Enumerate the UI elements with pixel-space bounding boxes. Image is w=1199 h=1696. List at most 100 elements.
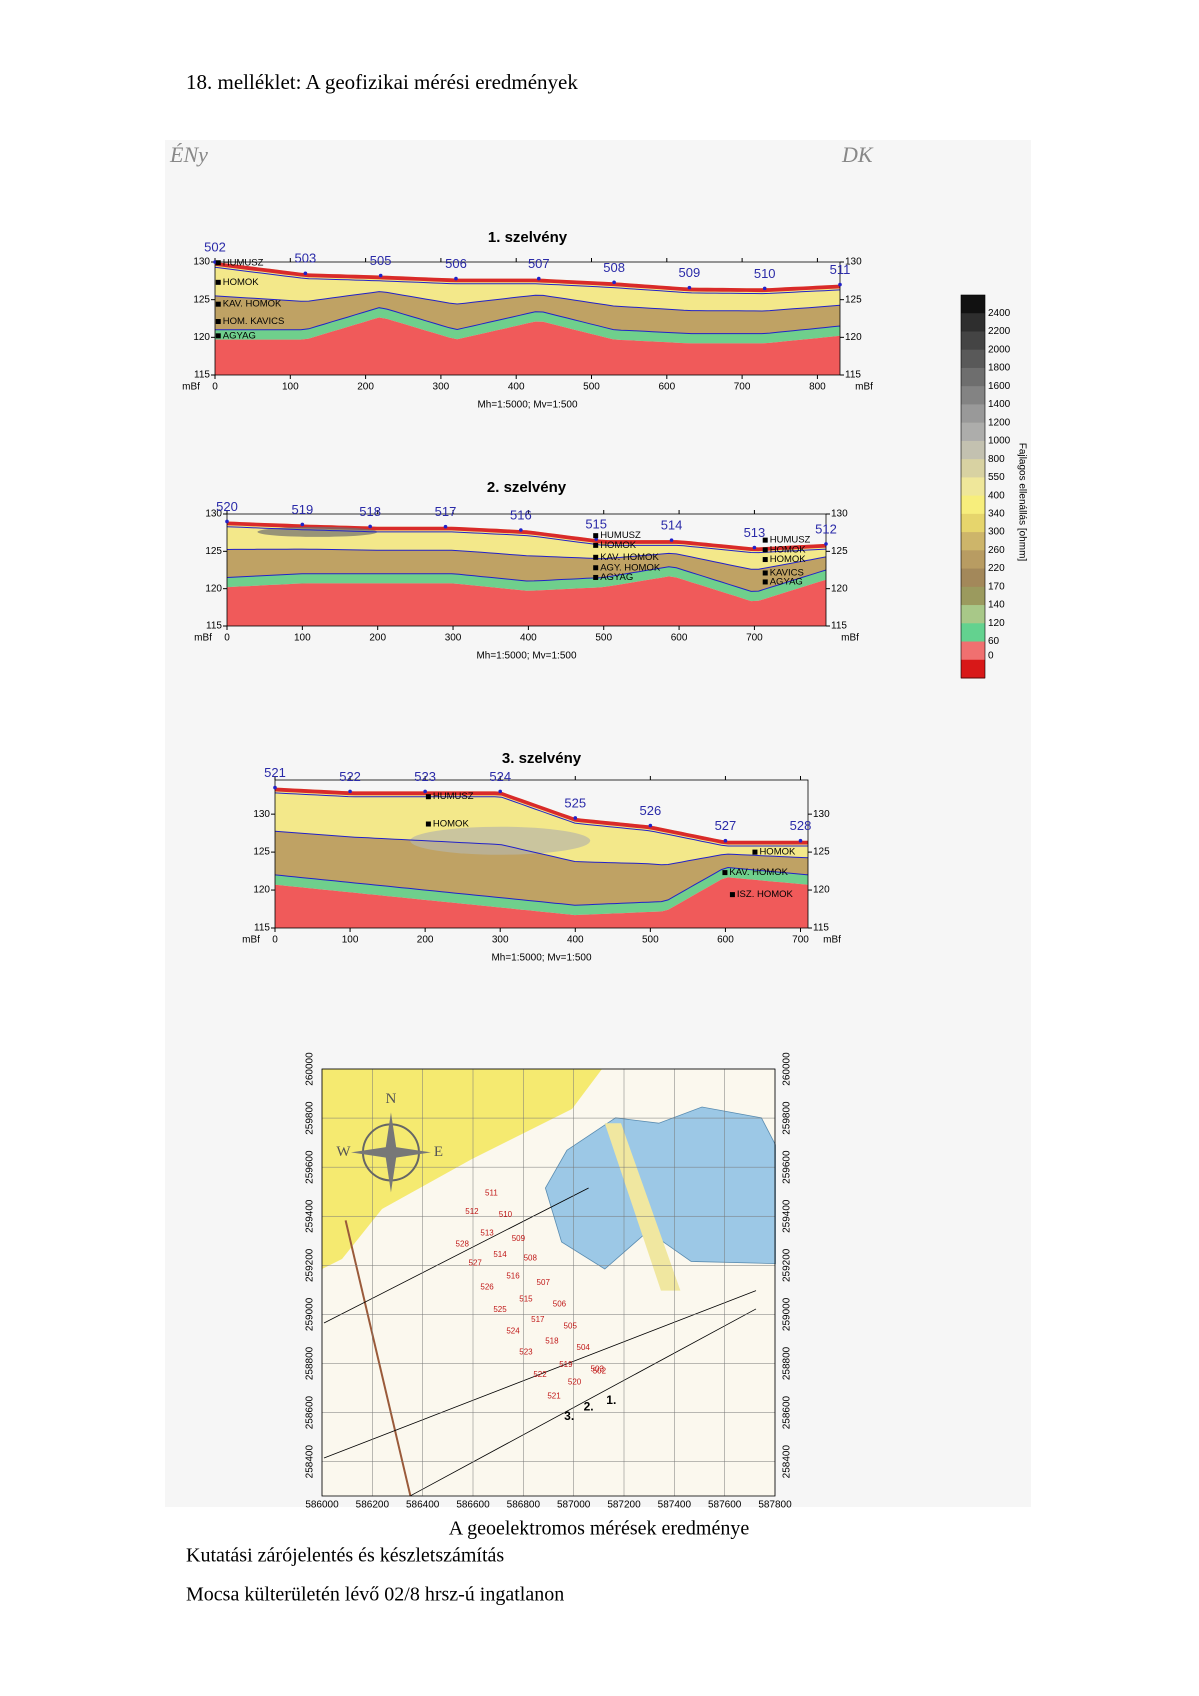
axis-unit: mBf xyxy=(242,935,260,946)
transition-layer xyxy=(227,566,826,602)
y-tick-label: 258600 xyxy=(782,1395,793,1429)
x-tick-label: 100 xyxy=(342,935,359,946)
colorbar-label: 1400 xyxy=(988,399,1011,410)
x-tick-label: 200 xyxy=(417,935,434,946)
station-marker xyxy=(573,816,578,820)
compass-letter: E xyxy=(434,1144,443,1160)
borehole-marker xyxy=(425,821,431,827)
measurement-point-label: 513 xyxy=(480,1228,494,1237)
station-marker xyxy=(648,823,653,828)
station-marker xyxy=(368,524,372,529)
profile-line xyxy=(323,1187,589,1324)
axis-unit: mBf xyxy=(855,382,873,393)
plot-frame xyxy=(274,779,809,929)
x-tick-label: 587400 xyxy=(658,1500,692,1511)
station-label: 528 xyxy=(790,818,812,833)
footer-line: Kutatási zárójelentés és készletszámítás xyxy=(186,1545,504,1567)
station-marker xyxy=(300,522,305,527)
layer-label: KAV. HOMOK xyxy=(223,299,282,310)
station-marker xyxy=(378,273,383,278)
color-swatch xyxy=(961,440,985,460)
direction-right: DK xyxy=(841,142,874,167)
axis-unit: mBf xyxy=(194,633,212,644)
layer-label: HOMOK xyxy=(770,554,807,565)
colorbar-label: 2000 xyxy=(988,344,1011,355)
x-tick-label: 0 xyxy=(212,382,218,393)
borehole-marker xyxy=(425,794,431,800)
color-swatch xyxy=(961,422,985,442)
station-marker xyxy=(273,785,277,790)
shore-strip xyxy=(604,1123,681,1291)
y-tick-label: 115 xyxy=(831,621,847,632)
colorbar-label: 800 xyxy=(988,454,1005,465)
plot-frame xyxy=(214,261,841,376)
transition-layer xyxy=(215,307,840,344)
station-marker xyxy=(669,538,674,542)
station-label: 527 xyxy=(715,818,737,833)
y-tick-label: 259200 xyxy=(782,1248,793,1282)
x-tick-label: 400 xyxy=(567,935,584,946)
x-tick-label: 400 xyxy=(520,633,537,644)
y-tick-label: 115 xyxy=(813,923,829,934)
station-marker xyxy=(824,542,828,546)
y-tick-label: 259000 xyxy=(305,1297,316,1331)
measurement-point-label: 505 xyxy=(564,1321,578,1330)
colorbar-label: 400 xyxy=(988,490,1005,501)
station-label: 509 xyxy=(679,265,701,280)
color-swatch xyxy=(961,659,985,679)
station-marker xyxy=(838,282,842,287)
y-tick-label: 120 xyxy=(813,885,830,896)
y-tick-label: 130 xyxy=(845,257,862,268)
x-tick-label: 0 xyxy=(272,935,278,946)
station-label: 523 xyxy=(414,769,436,784)
x-tick-label: 700 xyxy=(792,935,809,946)
y-tick-label: 130 xyxy=(813,809,830,820)
scale-note: Mh=1:5000; Mv=1:500 xyxy=(476,651,577,662)
x-tick-label: 300 xyxy=(433,382,450,393)
station-label: 502 xyxy=(204,239,226,254)
y-tick-label: 258600 xyxy=(305,1395,316,1429)
y-tick-label: 125 xyxy=(831,546,848,557)
station-label: 525 xyxy=(564,795,586,810)
x-tick-label: 587800 xyxy=(758,1500,792,1511)
station-label: 508 xyxy=(603,260,625,275)
station-label: 516 xyxy=(510,507,532,522)
y-tick-label: 259800 xyxy=(782,1101,793,1135)
station-marker xyxy=(443,524,448,529)
map-caption: A geoelektromos mérések eredménye xyxy=(449,1518,750,1540)
sand-layer xyxy=(275,787,808,865)
layer-boundary xyxy=(214,291,841,312)
profile-title: 1. szelvény xyxy=(488,229,568,246)
colorbar-label: 2200 xyxy=(988,326,1011,337)
humus-layer xyxy=(275,787,808,845)
color-swatch xyxy=(961,623,985,643)
y-tick-label: 259800 xyxy=(305,1101,316,1135)
y-tick-label: 125 xyxy=(205,546,222,557)
scale-note: Mh=1:5000; Mv=1:500 xyxy=(477,400,578,411)
y-tick-label: 130 xyxy=(253,809,270,820)
x-tick-label: 800 xyxy=(809,382,826,393)
sand-layer xyxy=(227,521,826,570)
clay-layer xyxy=(215,317,840,375)
profile-section xyxy=(274,779,809,929)
layer-label: AGYAG xyxy=(770,576,803,587)
transition-layer xyxy=(275,867,808,916)
clay-layer xyxy=(227,576,826,626)
compass-rose xyxy=(350,1146,431,1159)
measurement-point-label: 510 xyxy=(499,1210,513,1219)
colorbar-label: 550 xyxy=(988,472,1005,483)
station-marker xyxy=(762,286,767,291)
layer-boundary xyxy=(274,866,809,906)
site-map xyxy=(322,1069,776,1497)
x-tick-label: 586600 xyxy=(456,1500,490,1511)
station-label: 514 xyxy=(661,518,683,533)
colorbar-label: 170 xyxy=(988,581,1005,592)
colorbar-label: 220 xyxy=(988,563,1005,574)
layer-label: HOMOK xyxy=(770,544,807,555)
y-tick-label: 258800 xyxy=(305,1346,316,1380)
map-frame xyxy=(321,1068,776,1497)
layer-boundary xyxy=(215,307,841,335)
measurement-point-label: 519 xyxy=(559,1360,573,1369)
x-tick-label: 500 xyxy=(642,935,659,946)
